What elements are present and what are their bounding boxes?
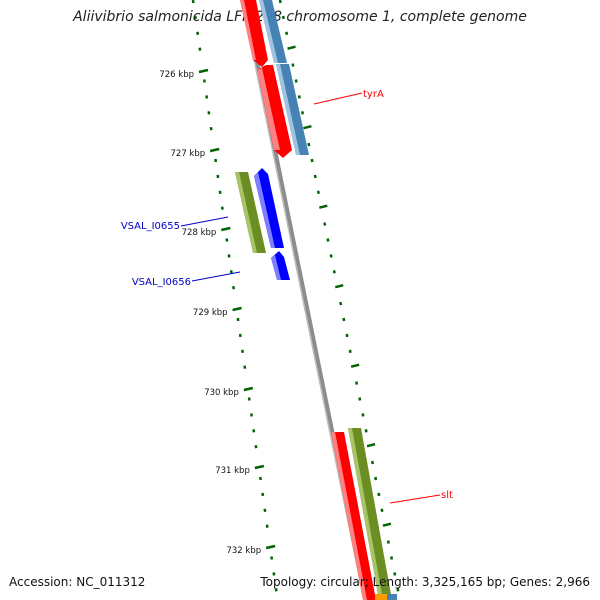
outer-major-tick bbox=[350, 363, 360, 368]
ruler-ticks-outer bbox=[278, 0, 400, 592]
ruler-ticks-inner bbox=[191, 0, 278, 592]
feature-label-VSAL_I0655[interactable]: VSAL_I0655 bbox=[121, 221, 180, 232]
outer-minor-tick bbox=[377, 492, 381, 497]
feature-label-VSAL_I0656[interactable]: VSAL_I0656 bbox=[132, 277, 191, 288]
label-line-tyrA bbox=[313, 92, 363, 105]
outer-major-tick bbox=[303, 124, 312, 130]
topology-summary: Topology: circular; Length: 3,325,165 bp… bbox=[260, 575, 590, 589]
major-tick bbox=[265, 544, 276, 550]
cds-tyrA-lower[interactable] bbox=[257, 65, 292, 158]
outer-minor-tick bbox=[323, 222, 327, 226]
label-line-VSAL_I0655 bbox=[180, 216, 229, 227]
outer-minor-tick bbox=[364, 429, 368, 433]
outer-minor-tick bbox=[291, 63, 295, 67]
tick-label-5: 731 kbp bbox=[215, 466, 250, 476]
outer-minor-tick bbox=[361, 413, 365, 417]
outer-minor-tick bbox=[329, 254, 333, 258]
cds-orange[interactable] bbox=[375, 594, 387, 600]
outer-minor-tick bbox=[285, 31, 289, 36]
outer-minor-tick bbox=[386, 540, 390, 544]
cds-blue-VSAL_I0655[interactable] bbox=[254, 168, 284, 248]
outer-minor-tick bbox=[370, 460, 374, 465]
outer-minor-tick bbox=[294, 79, 298, 83]
outer-minor-tick bbox=[342, 317, 346, 322]
outer-minor-tick bbox=[339, 301, 343, 306]
outer-major-tick bbox=[366, 442, 376, 448]
major-tick bbox=[254, 464, 265, 470]
outer-minor-tick bbox=[332, 270, 336, 274]
outer-major-tick bbox=[334, 283, 344, 289]
cds-blue-VSAL_I0656[interactable] bbox=[271, 251, 290, 280]
outer-minor-tick bbox=[313, 174, 317, 179]
outer-minor-tick bbox=[281, 15, 285, 20]
label-line-VSAL_I0656 bbox=[191, 271, 241, 282]
outer-major-tick bbox=[382, 522, 392, 527]
tick-label-6: 732 kbp bbox=[226, 546, 261, 556]
genome-backbone-highlight bbox=[241, 0, 365, 600]
outer-minor-tick bbox=[396, 588, 400, 592]
major-tick bbox=[209, 147, 220, 153]
outer-minor-tick bbox=[355, 381, 359, 385]
cds-tyrA-upper[interactable] bbox=[240, 0, 268, 67]
major-tick bbox=[221, 226, 231, 232]
tick-label-4: 730 kbp bbox=[204, 388, 239, 398]
major-tick bbox=[243, 386, 254, 392]
cds-olive-slt[interactable] bbox=[348, 428, 392, 600]
outer-major-tick bbox=[287, 45, 296, 50]
cds-steelblue-lower[interactable] bbox=[276, 64, 309, 155]
outer-minor-tick bbox=[307, 142, 311, 147]
outer-minor-tick bbox=[358, 397, 362, 401]
cds-steelblue-bottom[interactable] bbox=[388, 594, 397, 600]
feature-label-slt[interactable]: slt bbox=[441, 490, 453, 501]
accession-text: Accession: NC_011312 bbox=[9, 575, 146, 589]
outer-minor-tick bbox=[390, 556, 394, 560]
tick-label-3: 729 kbp bbox=[193, 308, 228, 318]
cds-slt[interactable] bbox=[331, 432, 376, 600]
outer-minor-tick bbox=[301, 111, 304, 115]
major-tick bbox=[232, 306, 242, 312]
tick-label-1: 727 kbp bbox=[171, 149, 206, 159]
outer-major-tick bbox=[319, 204, 328, 209]
outer-minor-tick bbox=[316, 190, 320, 195]
outer-minor-tick bbox=[297, 95, 301, 99]
tick-label-2: 728 kbp bbox=[182, 228, 217, 238]
outer-minor-tick bbox=[310, 158, 314, 163]
outer-minor-tick bbox=[348, 349, 352, 354]
outer-minor-tick bbox=[393, 572, 397, 576]
map-title: Aliivibrio salmonicida LFI1238 chromosom… bbox=[73, 9, 527, 25]
outer-minor-tick bbox=[278, 0, 282, 4]
cds-steelblue-upper[interactable] bbox=[259, 0, 287, 63]
feature-label-tyrA[interactable]: tyrA bbox=[363, 89, 384, 100]
major-tick bbox=[198, 68, 209, 74]
outer-minor-tick bbox=[345, 333, 349, 338]
ruler-tick-labels: 726 kbp 727 kbp 728 kbp 729 kbp 730 kbp 731 k… bbox=[159, 70, 261, 556]
label-line-slt bbox=[389, 494, 441, 504]
outer-minor-tick bbox=[326, 238, 330, 242]
tick-label-0: 726 kbp bbox=[159, 70, 194, 80]
outer-minor-tick bbox=[374, 476, 378, 481]
outer-minor-tick bbox=[380, 508, 384, 513]
cds-olive-VSAL_I0655[interactable] bbox=[235, 172, 266, 253]
